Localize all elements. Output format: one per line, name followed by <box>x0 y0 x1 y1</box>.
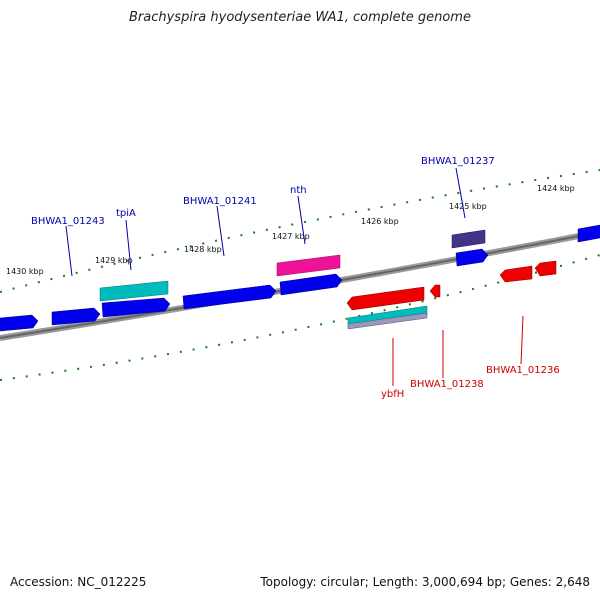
gene-arrow[interactable] <box>347 312 428 330</box>
gene-label[interactable]: BHWA1_01243 <box>31 216 105 227</box>
gene-arrow[interactable] <box>99 280 169 302</box>
forward-features <box>99 229 486 302</box>
gene-arrow[interactable] <box>51 307 101 326</box>
tick-labels: 1430 kbp 1429 kbp 1428 kbp 1427 kbp 1426… <box>6 184 575 276</box>
gene-arrow[interactable] <box>182 284 277 310</box>
tick-label: 1427 kbp <box>272 232 310 241</box>
gene-label[interactable]: tpiA <box>116 208 136 219</box>
gene-label[interactable]: BHWA1_01237 <box>421 156 495 167</box>
reverse-strand-genes <box>346 260 557 330</box>
label-leaders <box>65 167 524 386</box>
gene-arrow[interactable] <box>279 273 343 296</box>
gene-label[interactable]: nth <box>290 185 307 196</box>
gene-arrow[interactable] <box>455 248 489 267</box>
gene-label[interactable]: ybfH <box>381 389 404 400</box>
forward-strand-genes <box>0 224 600 332</box>
gene-arrow[interactable] <box>499 265 533 283</box>
gene-label[interactable]: BHWA1_01241 <box>183 196 257 207</box>
accession-text: Accession: NC_012225 <box>10 575 147 589</box>
gene-arrow[interactable] <box>451 229 486 249</box>
gene-arrow[interactable] <box>101 297 171 318</box>
gene-label[interactable]: BHWA1_01236 <box>486 365 560 376</box>
tick-label: 1430 kbp <box>6 267 44 276</box>
gene-labels: BHWA1_01243 tpiA BHWA1_01241 nth BHWA1_0… <box>31 156 560 400</box>
tick-label: 1424 kbp <box>537 184 575 193</box>
gene-label[interactable]: BHWA1_01238 <box>410 379 484 390</box>
tick-label: 1425 kbp <box>449 202 487 211</box>
gene-arrow[interactable] <box>534 260 557 277</box>
gene-arrow[interactable] <box>0 314 39 332</box>
tick-label: 1428 kbp <box>184 245 222 254</box>
tick-label: 1426 kbp <box>361 217 399 226</box>
gene-arrow[interactable] <box>346 286 425 311</box>
map-title: Brachyspira hyodysenteriae WA1, complete… <box>129 10 471 25</box>
gene-arrow[interactable] <box>276 254 341 277</box>
gene-arrow[interactable] <box>577 224 600 243</box>
genome-summary-text: Topology: circular; Length: 3,000,694 bp… <box>260 575 590 589</box>
gene-arrow[interactable] <box>429 284 441 298</box>
tick-label: 1429 kbp <box>95 256 133 265</box>
